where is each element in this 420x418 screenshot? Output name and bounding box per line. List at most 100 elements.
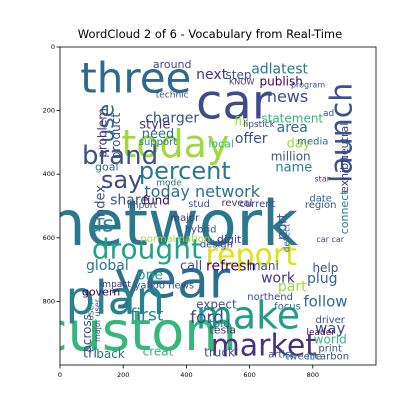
x-tick-label-0: 0 [58, 371, 62, 379]
word-5: three [80, 54, 191, 103]
word-86: mode [156, 179, 182, 189]
word-67: tri [83, 346, 97, 361]
word-33: around [153, 58, 192, 71]
word-62: way [315, 319, 345, 337]
word-50: follow [303, 292, 347, 310]
word-4: plan [66, 271, 165, 325]
word-74: carbon [314, 352, 349, 363]
word-66: govern [82, 285, 120, 298]
word-44: refresh [206, 258, 255, 274]
y-tick-label-1: 200 [43, 107, 55, 115]
word-65: across [80, 314, 94, 352]
word-92: leader [306, 328, 335, 338]
x-tick-label-1: 200 [117, 371, 129, 379]
word-20: publish [260, 74, 303, 88]
x-tick-label-3: 600 [243, 371, 255, 379]
word-2: year [114, 251, 231, 311]
word-71: artist [268, 349, 294, 360]
word-51: port [275, 213, 290, 240]
word-95: program [291, 81, 325, 90]
x-axis: 0 200 400 600 800 [58, 365, 319, 379]
word-11: launch [325, 83, 360, 183]
word-55: first [130, 306, 164, 326]
word-22: statement [261, 112, 323, 126]
word-6: today [121, 122, 229, 166]
word-17: next [196, 67, 228, 83]
word-57: tesla [209, 324, 236, 337]
word-73: life [307, 352, 322, 363]
word-24: day [287, 136, 311, 151]
word-85: import [127, 201, 157, 211]
word-99: ad [323, 109, 334, 119]
word-15: use [94, 104, 119, 143]
word-60: northend [247, 292, 293, 303]
chart-title: WordCloud 2 of 6 - Vocabulary from Real-… [78, 27, 342, 41]
word-28: style [139, 117, 170, 132]
word-78: normal nation [140, 234, 210, 245]
word-34: share [110, 192, 149, 208]
word-40: goal [95, 161, 119, 174]
word-88: technic [156, 91, 189, 101]
word-9: drought [92, 232, 202, 265]
word-83: current [239, 199, 275, 210]
word-77: design [200, 239, 233, 250]
word-47: part [278, 279, 307, 295]
word-1: custom [38, 300, 237, 363]
word-91: print [318, 344, 342, 355]
word-102: impact [100, 280, 131, 290]
word-37: index [94, 185, 109, 221]
word-23: area [277, 120, 308, 136]
word-35: fund [143, 193, 170, 207]
word-21: news [267, 87, 308, 106]
word-30: offer [235, 131, 268, 147]
word-58: told [209, 317, 230, 330]
word-69: creat [143, 345, 174, 359]
word-48: plug [307, 271, 338, 287]
word-87: support [139, 137, 177, 148]
word-101: major user [93, 298, 102, 342]
word-52: connect [338, 190, 351, 235]
word-31: local [208, 137, 234, 150]
word-75: hybrid [185, 224, 217, 235]
word-72: tweet [285, 352, 313, 363]
y-tick-label-3: 600 [43, 234, 55, 242]
word-64: driver [315, 315, 345, 326]
word-82: date [309, 194, 332, 205]
word-79: yahoo news [134, 281, 194, 292]
x-tick-label-2: 400 [180, 371, 192, 379]
word-81: region [305, 200, 337, 211]
word-26: name [275, 160, 312, 175]
word-43: call [180, 259, 202, 274]
word-97: car car [316, 235, 344, 244]
y-tick-label-0: 0 [51, 43, 55, 51]
word-53: exhibit [338, 155, 351, 193]
word-0: network [46, 187, 298, 260]
word-36: us [88, 213, 113, 238]
word-54: neutral [338, 123, 351, 162]
word-76: digit [217, 233, 242, 246]
word-27: charger [145, 111, 199, 127]
word-98: star [315, 174, 331, 183]
word-59: expect [196, 298, 237, 312]
word-61: focus [274, 302, 301, 313]
word-layer: networkcustomyearcarplanthreetodaymakema… [38, 54, 360, 364]
word-100: user [87, 301, 97, 321]
word-13: percent [139, 157, 231, 185]
y-axis: 0 200 400 600 800 [43, 43, 60, 305]
word-14: say [101, 166, 142, 194]
word-39: product [109, 113, 123, 159]
y-tick-label-2: 400 [43, 170, 55, 178]
y-tick-label-4: 800 [43, 297, 55, 305]
word-16: today network [144, 182, 260, 201]
plot-frame [59, 46, 377, 366]
word-93: stud [188, 199, 210, 210]
word-18: step [226, 68, 252, 82]
word-80: major [170, 213, 200, 224]
word-70: truck [204, 345, 235, 359]
word-12: brand [82, 141, 158, 171]
word-41: global [86, 258, 129, 274]
word-7: make [196, 294, 300, 338]
word-84: reveal [221, 198, 252, 209]
word-38: problem [96, 108, 110, 158]
